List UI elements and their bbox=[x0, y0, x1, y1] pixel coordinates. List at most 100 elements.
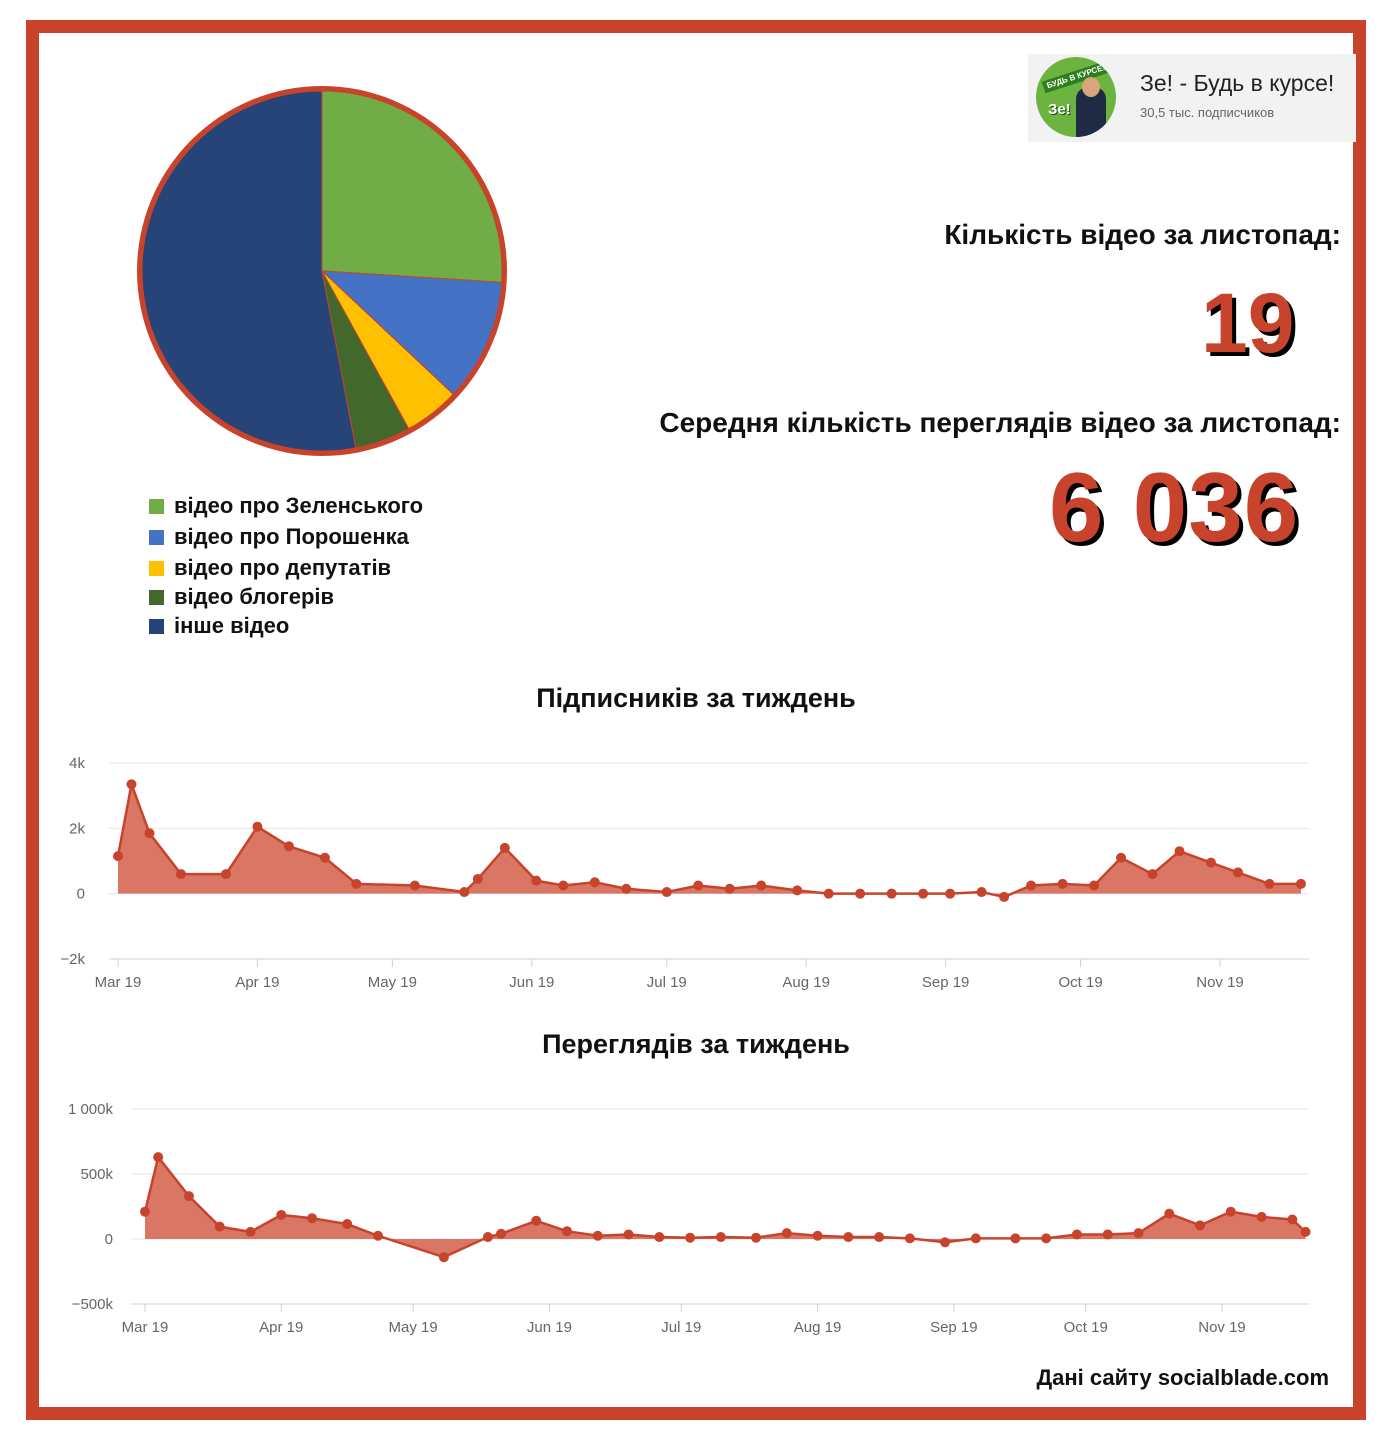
views-data-point[interactable] bbox=[153, 1152, 164, 1163]
views-data-point[interactable] bbox=[940, 1237, 951, 1248]
subs-data-point[interactable] bbox=[409, 880, 420, 891]
subs-data-point[interactable] bbox=[621, 883, 632, 894]
views-data-point[interactable] bbox=[843, 1232, 854, 1243]
subs-data-point[interactable] bbox=[918, 888, 929, 899]
subs-data-point[interactable] bbox=[999, 891, 1010, 902]
views-data-point[interactable] bbox=[1300, 1226, 1311, 1237]
views-data-point[interactable] bbox=[496, 1228, 507, 1239]
subs-data-point[interactable] bbox=[144, 828, 155, 839]
subs-data-point[interactable] bbox=[1057, 878, 1068, 889]
subs-data-point[interactable] bbox=[175, 869, 186, 880]
views-data-point[interactable] bbox=[140, 1206, 150, 1217]
subscribers-chart-title: Підписників за тиждень bbox=[536, 683, 856, 713]
views-x-tick-label: May 19 bbox=[389, 1319, 438, 1336]
subs-data-point[interactable] bbox=[1116, 852, 1127, 863]
views-data-point[interactable] bbox=[1164, 1208, 1175, 1219]
subs-data-point[interactable] bbox=[531, 875, 542, 886]
views-data-point[interactable] bbox=[1287, 1214, 1298, 1225]
subs-data-point[interactable] bbox=[855, 888, 866, 899]
views-data-point[interactable] bbox=[904, 1233, 915, 1244]
subs-x-tick-label: Jul 19 bbox=[647, 974, 687, 991]
subs-x-tick-label: Apr 19 bbox=[235, 974, 279, 991]
subs-data-point[interactable] bbox=[1264, 878, 1275, 889]
channel-avatar[interactable]: БУДЬ В КУРСЕ! Зе! bbox=[1036, 57, 1116, 137]
subs-data-point[interactable] bbox=[558, 880, 569, 891]
views-data-point[interactable] bbox=[562, 1226, 573, 1237]
views-data-point[interactable] bbox=[372, 1230, 383, 1241]
views-area bbox=[145, 1157, 1306, 1258]
subs-data-point[interactable] bbox=[459, 887, 470, 898]
subs-data-point[interactable] bbox=[1232, 867, 1243, 878]
subs-data-point[interactable] bbox=[1295, 878, 1306, 889]
legend-label-deputies: відео про депутатів bbox=[174, 555, 392, 580]
views-data-point[interactable] bbox=[970, 1233, 981, 1244]
legend-item-zelensky: відео про Зеленського bbox=[149, 493, 423, 519]
views-data-point[interactable] bbox=[592, 1230, 603, 1241]
views-data-point[interactable] bbox=[245, 1226, 256, 1237]
subs-x-tick-label: Sep 19 bbox=[922, 974, 970, 991]
views-data-point[interactable] bbox=[1133, 1228, 1144, 1239]
subs-data-point[interactable] bbox=[1147, 869, 1158, 880]
channel-card[interactable]: БУДЬ В КУРСЕ! Зе! Зе! - Будь в курсе! 30… bbox=[1028, 54, 1356, 142]
views-data-point[interactable] bbox=[874, 1232, 885, 1243]
views-data-point[interactable] bbox=[781, 1228, 792, 1239]
subs-data-point[interactable] bbox=[693, 880, 704, 891]
views-data-point[interactable] bbox=[1225, 1206, 1236, 1217]
views-data-point[interactable] bbox=[685, 1232, 696, 1243]
subs-data-point[interactable] bbox=[1026, 880, 1037, 891]
views-data-point[interactable] bbox=[1102, 1229, 1113, 1240]
subs-data-point[interactable] bbox=[113, 851, 123, 862]
subs-data-point[interactable] bbox=[283, 841, 294, 852]
subs-data-point[interactable] bbox=[319, 852, 330, 863]
subs-data-point[interactable] bbox=[823, 888, 834, 899]
subs-data-point[interactable] bbox=[886, 888, 897, 899]
views-data-point[interactable] bbox=[183, 1191, 194, 1202]
views-data-point[interactable] bbox=[1256, 1211, 1267, 1222]
subs-data-point[interactable] bbox=[792, 885, 803, 896]
subs-data-point[interactable] bbox=[252, 821, 263, 832]
pie-slice-other bbox=[141, 90, 357, 452]
views-area-chart: 1 000k 500k 0 −500k Mar 19 Apr 19 May 19 Jun 19… bbox=[68, 1101, 1311, 1336]
subs-data-point[interactable] bbox=[756, 880, 767, 891]
views-data-point[interactable] bbox=[1071, 1229, 1082, 1240]
subs-data-point[interactable] bbox=[1174, 846, 1185, 857]
legend-item-deputies: відео про депутатів bbox=[149, 555, 391, 581]
views-line bbox=[143, 1154, 1307, 1259]
views-data-point[interactable] bbox=[623, 1229, 634, 1240]
legend-label-zelensky: відео про Зеленського bbox=[174, 493, 424, 518]
views-data-point[interactable] bbox=[751, 1232, 762, 1243]
views-data-point[interactable] bbox=[1041, 1233, 1052, 1244]
views-data-point[interactable] bbox=[812, 1230, 823, 1241]
views-data-point[interactable] bbox=[342, 1219, 353, 1230]
subs-data-point[interactable] bbox=[945, 888, 956, 899]
views-data-point[interactable] bbox=[276, 1209, 287, 1220]
views-data-point[interactable] bbox=[1195, 1220, 1206, 1231]
avg-views-label: Середня кількість переглядів відео за ли… bbox=[659, 407, 1341, 438]
subs-data-point[interactable] bbox=[499, 842, 510, 853]
views-data-point[interactable] bbox=[438, 1252, 449, 1263]
views-y-tick-label: 0 bbox=[105, 1231, 113, 1248]
subs-data-point[interactable] bbox=[1089, 880, 1100, 891]
subs-data-point[interactable] bbox=[589, 877, 600, 888]
channel-name[interactable]: Зе! - Будь в курсе! bbox=[1140, 70, 1335, 96]
views-data-point[interactable] bbox=[654, 1232, 665, 1243]
views-data-point[interactable] bbox=[214, 1221, 225, 1232]
views-data-point[interactable] bbox=[1010, 1233, 1021, 1244]
subs-data-point[interactable] bbox=[351, 878, 362, 889]
views-data-point[interactable] bbox=[307, 1213, 318, 1224]
views-data-point[interactable] bbox=[531, 1215, 542, 1226]
subs-data-point[interactable] bbox=[220, 869, 231, 880]
source-footer: Дані сайту socialblade.com bbox=[1036, 1365, 1329, 1390]
views-data-point[interactable] bbox=[482, 1232, 493, 1243]
subs-data-point[interactable] bbox=[1206, 857, 1217, 868]
legend-label-poroshenko: відео про Порошенка bbox=[174, 524, 409, 549]
views-data-point[interactable] bbox=[715, 1232, 726, 1243]
subs-x-tick-label: Nov 19 bbox=[1196, 974, 1244, 991]
views-x-tick-label: Sep 19 bbox=[930, 1319, 978, 1336]
subs-data-point[interactable] bbox=[126, 779, 137, 790]
subs-data-point[interactable] bbox=[661, 887, 672, 898]
subs-data-point[interactable] bbox=[472, 873, 483, 884]
legend-swatch-zelensky bbox=[149, 498, 164, 514]
subs-data-point[interactable] bbox=[976, 887, 987, 898]
subs-data-point[interactable] bbox=[724, 883, 735, 894]
